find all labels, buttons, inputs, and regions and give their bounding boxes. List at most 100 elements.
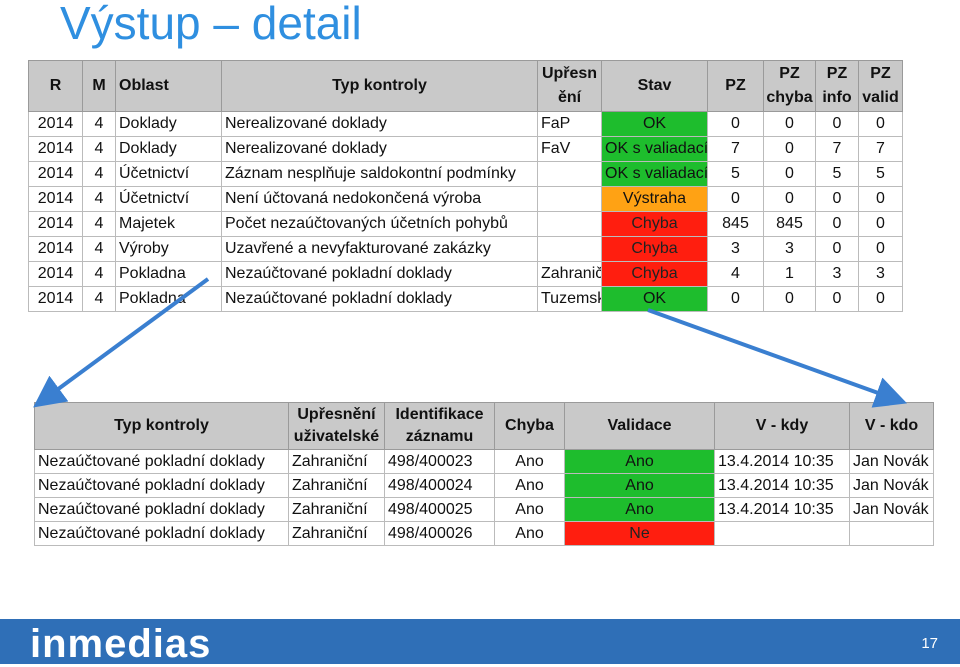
detail-cell-identifikace: 498/400023 bbox=[384, 449, 495, 474]
detail-row[interactable]: Nezaúčtované pokladní doklady Zahraniční 4… bbox=[34, 521, 934, 546]
cell-upresneni bbox=[537, 161, 602, 187]
header-r[interactable]: R bbox=[28, 60, 83, 112]
detail-row[interactable]: Nezaúčtované pokladní doklady Zahraniční 4… bbox=[34, 473, 934, 498]
detail-cell-v-kdy: 13.4.2014 10:35 bbox=[714, 473, 850, 498]
cell-pz-valid: 0 bbox=[858, 211, 903, 237]
cell-pz-info: 3 bbox=[815, 261, 859, 287]
cell-pz-info: 0 bbox=[815, 236, 859, 262]
cell-stav: Chyba bbox=[601, 211, 708, 237]
header-pz-info[interactable]: PZ info bbox=[815, 60, 859, 112]
detail-cell-identifikace: 498/400026 bbox=[384, 521, 495, 546]
table-header-row: R M Oblast Typ kontroly Upřesn ění Stav … bbox=[28, 60, 903, 112]
cell-m: 4 bbox=[82, 236, 116, 262]
detail-header-v-kdo[interactable]: V - kdo bbox=[849, 402, 934, 450]
detail-header-validace[interactable]: Validace bbox=[564, 402, 715, 450]
detail-cell-upresneni: Zahraniční bbox=[288, 473, 385, 498]
detail-table: Typ kontroly Upřesnění uživatelské Ident… bbox=[34, 402, 934, 546]
cell-r: 2014 bbox=[28, 211, 83, 237]
header-typ-kontroly[interactable]: Typ kontroly bbox=[221, 60, 538, 112]
cell-pz: 0 bbox=[707, 111, 764, 137]
cell-m: 4 bbox=[82, 261, 116, 287]
table-row[interactable]: 2014 4 Doklady Nerealizované doklady FaV OK s… bbox=[28, 136, 903, 162]
cell-pz-valid: 7 bbox=[858, 136, 903, 162]
cell-pz: 5 bbox=[707, 161, 764, 187]
cell-pz-info: 5 bbox=[815, 161, 859, 187]
detail-header-chyba[interactable]: Chyba bbox=[494, 402, 565, 450]
cell-pz-info: 0 bbox=[815, 211, 859, 237]
table-row[interactable]: 2014 4 Pokladna Nezaúčtované pokladní dokla… bbox=[28, 261, 903, 287]
cell-typ-kontroly: Nezaúčtované pokladní doklady bbox=[221, 261, 538, 287]
detail-cell-upresneni: Zahraniční bbox=[288, 521, 385, 546]
detail-row[interactable]: Nezaúčtované pokladní doklady Zahraniční 4… bbox=[34, 497, 934, 522]
cell-oblast: Účetnictví bbox=[115, 186, 222, 212]
detail-cell-identifikace: 498/400025 bbox=[384, 497, 495, 522]
cell-pz: 0 bbox=[707, 186, 764, 212]
cell-oblast: Doklady bbox=[115, 136, 222, 162]
cell-typ-kontroly: Počet nezaúčtovaných účetních pohybů bbox=[221, 211, 538, 237]
detail-row[interactable]: Nezaúčtované pokladní doklady Zahraniční 4… bbox=[34, 449, 934, 474]
table-row[interactable]: 2014 4 Pokladna Nezaúčtované pokladní dokla… bbox=[28, 286, 903, 312]
cell-pz-info: 0 bbox=[815, 286, 859, 312]
cell-pz-chyba: 0 bbox=[763, 286, 816, 312]
cell-m: 4 bbox=[82, 286, 116, 312]
cell-typ-kontroly: Není účtovaná nedokončená výroba bbox=[221, 186, 538, 212]
detail-cell-v-kdo bbox=[849, 521, 934, 546]
detail-cell-validace: Ano bbox=[564, 473, 715, 498]
cell-pz-chyba: 845 bbox=[763, 211, 816, 237]
table-row[interactable]: 2014 4 Majetek Počet nezaúčtovaných účetníc… bbox=[28, 211, 903, 237]
table-row[interactable]: 2014 4 Účetnictví Není účtovaná nedokončená… bbox=[28, 186, 903, 212]
cell-typ-kontroly: Nerealizované doklady bbox=[221, 136, 538, 162]
cell-stav: Chyba bbox=[601, 261, 708, 287]
cell-pz-info: 7 bbox=[815, 136, 859, 162]
cell-upresneni bbox=[537, 236, 602, 262]
cell-pz-valid: 0 bbox=[858, 186, 903, 212]
header-m[interactable]: M bbox=[82, 60, 116, 112]
cell-stav: Chyba bbox=[601, 236, 708, 262]
detail-cell-v-kdo: Jan Novák bbox=[849, 497, 934, 522]
cell-upresneni: FaV bbox=[537, 136, 602, 162]
header-pz[interactable]: PZ bbox=[707, 60, 764, 112]
cell-r: 2014 bbox=[28, 111, 83, 137]
detail-cell-validace: Ano bbox=[564, 449, 715, 474]
cell-oblast: Účetnictví bbox=[115, 161, 222, 187]
cell-m: 4 bbox=[82, 161, 116, 187]
cell-r: 2014 bbox=[28, 261, 83, 287]
cell-m: 4 bbox=[82, 211, 116, 237]
detail-cell-typ: Nezaúčtované pokladní doklady bbox=[34, 449, 289, 474]
table-row[interactable]: 2014 4 Účetnictví Záznam nesplňuje saldokon… bbox=[28, 161, 903, 187]
cell-r: 2014 bbox=[28, 286, 83, 312]
detail-cell-chyba: Ano bbox=[494, 497, 565, 522]
cell-typ-kontroly: Záznam nesplňuje saldokontní podmínky bbox=[221, 161, 538, 187]
cell-m: 4 bbox=[82, 136, 116, 162]
cell-stav: Výstraha bbox=[601, 186, 708, 212]
detail-cell-chyba: Ano bbox=[494, 521, 565, 546]
cell-pz-chyba: 1 bbox=[763, 261, 816, 287]
cell-pz-valid: 3 bbox=[858, 261, 903, 287]
control-summary-table: R M Oblast Typ kontroly Upřesn ění Stav … bbox=[28, 60, 903, 312]
detail-cell-identifikace: 498/400024 bbox=[384, 473, 495, 498]
cell-pz-chyba: 0 bbox=[763, 186, 816, 212]
detail-header-identifikace[interactable]: Identifikace záznamu bbox=[384, 402, 495, 450]
cell-pz-info: 0 bbox=[815, 186, 859, 212]
table-row[interactable]: 2014 4 Výroby Uzavřené a nevyfakturované za… bbox=[28, 236, 903, 262]
detail-header-upresneni[interactable]: Upřesnění uživatelské bbox=[288, 402, 385, 450]
cell-r: 2014 bbox=[28, 236, 83, 262]
cell-pz: 7 bbox=[707, 136, 764, 162]
inmedias-logo: inmedias bbox=[30, 622, 212, 666]
header-pz-valid[interactable]: PZ valid bbox=[858, 60, 903, 112]
detail-cell-upresneni: Zahraniční bbox=[288, 497, 385, 522]
header-oblast[interactable]: Oblast bbox=[115, 60, 222, 112]
detail-cell-v-kdy: 13.4.2014 10:35 bbox=[714, 449, 850, 474]
header-pz-chyba[interactable]: PZ chyba bbox=[763, 60, 816, 112]
cell-oblast: Majetek bbox=[115, 211, 222, 237]
cell-stav: OK s valiadací bbox=[601, 161, 708, 187]
cell-oblast: Výroby bbox=[115, 236, 222, 262]
header-upresneni[interactable]: Upřesn ění bbox=[537, 60, 602, 112]
detail-header-typ[interactable]: Typ kontroly bbox=[34, 402, 289, 450]
detail-cell-chyba: Ano bbox=[494, 473, 565, 498]
header-stav[interactable]: Stav bbox=[601, 60, 708, 112]
cell-pz-chyba: 0 bbox=[763, 161, 816, 187]
table-row[interactable]: 2014 4 Doklady Nerealizované doklady FaP OK 0 0… bbox=[28, 111, 903, 137]
cell-stav: OK bbox=[601, 286, 708, 312]
detail-header-v-kdy[interactable]: V - kdy bbox=[714, 402, 850, 450]
